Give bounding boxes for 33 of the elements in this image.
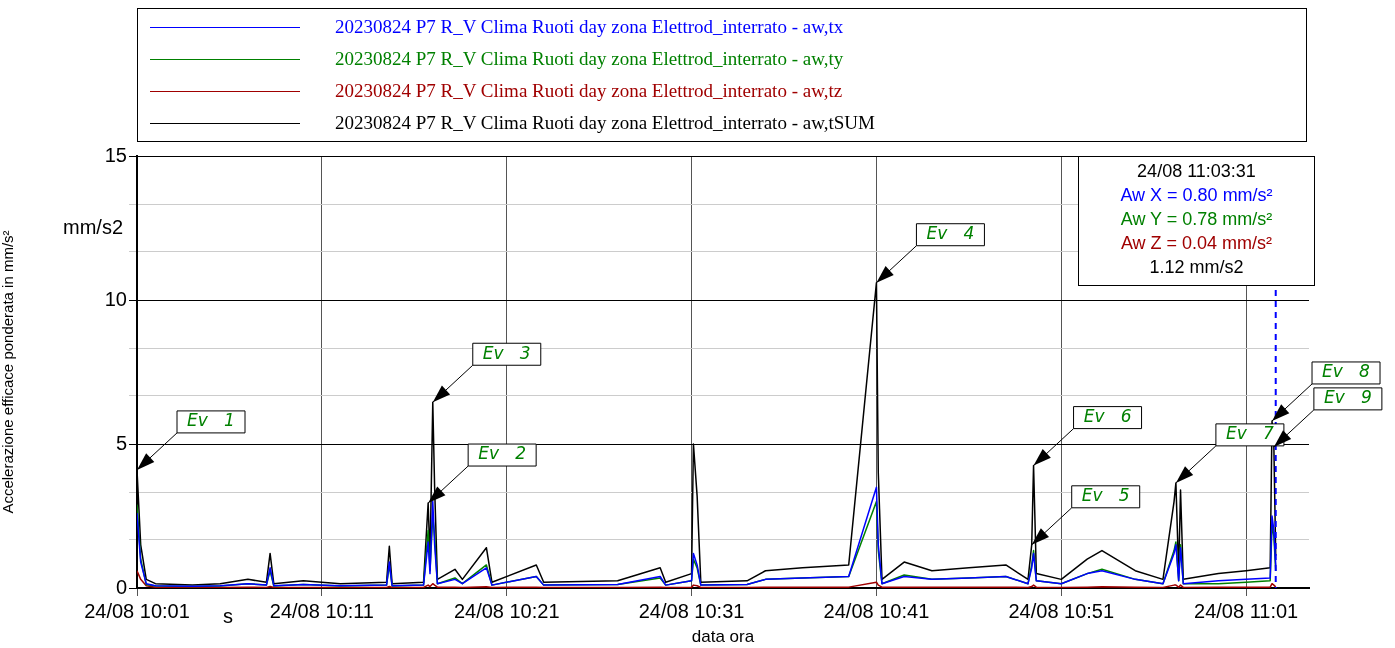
y-axis-title: Accelerazione efficace ponderata in mm/s²	[0, 230, 17, 514]
annotation: Aw X = 0.80 mm/s²	[1119, 184, 1274, 207]
x-tick-label: 24/08 10:21	[453, 599, 560, 622]
annotation: Aw Y = 0.78 mm/s²	[1119, 208, 1274, 231]
annotation: Ev 9	[1323, 387, 1372, 408]
text: 20230824 P7 R_V Clima Ruoti day zona Elettrod_interrato - aw,tz	[335, 80, 843, 102]
annotation: Ev 4	[926, 223, 975, 244]
y-tick-label: 0	[115, 575, 127, 598]
x-tick-label: 24/08 10:41	[823, 599, 930, 622]
text: 20230824 P7 R_V Clima Ruoti day zona Elettrod_interrato - aw,ty	[335, 48, 844, 70]
annotation: 1.12 mm/s2	[1148, 256, 1245, 279]
x-tick-label: 24/08 10:11	[269, 599, 374, 622]
text: 20230824 P7 R_V Clima Ruoti day zona Elettrod_interrato - aw,tx	[335, 16, 844, 38]
y-tick-label: 15	[104, 143, 127, 166]
x-tick-label: 24/08 10:51	[1008, 599, 1115, 622]
x-tick-label: 24/08 11:01	[1194, 599, 1299, 622]
text: s	[223, 604, 233, 627]
annotation: Ev 8	[1322, 361, 1371, 382]
annotation: Ev 3	[482, 342, 531, 363]
x-tick-label: 24/08 10:01	[84, 599, 190, 622]
annotation: Ev 6	[1083, 406, 1132, 427]
text: 20230824 P7 R_V Clima Ruoti day zona Elettrod_interrato - aw,tSUM	[335, 112, 875, 134]
x-axis-title: data ora	[691, 627, 755, 647]
y-tick-label: 5	[115, 431, 127, 454]
annotation: Ev 2	[478, 443, 527, 464]
annotation: 24/08 11:03:31	[1136, 160, 1257, 183]
y-tick-label: 10	[104, 287, 127, 310]
annotation: Aw Z = 0.04 mm/s²	[1119, 232, 1274, 255]
annotation: Ev 5	[1081, 485, 1130, 506]
annotation: Ev 7	[1225, 423, 1274, 444]
x-tick-label: 24/08 10:31	[638, 599, 745, 622]
text: mm/s2	[63, 215, 123, 238]
annotation: Ev 1	[187, 410, 235, 431]
